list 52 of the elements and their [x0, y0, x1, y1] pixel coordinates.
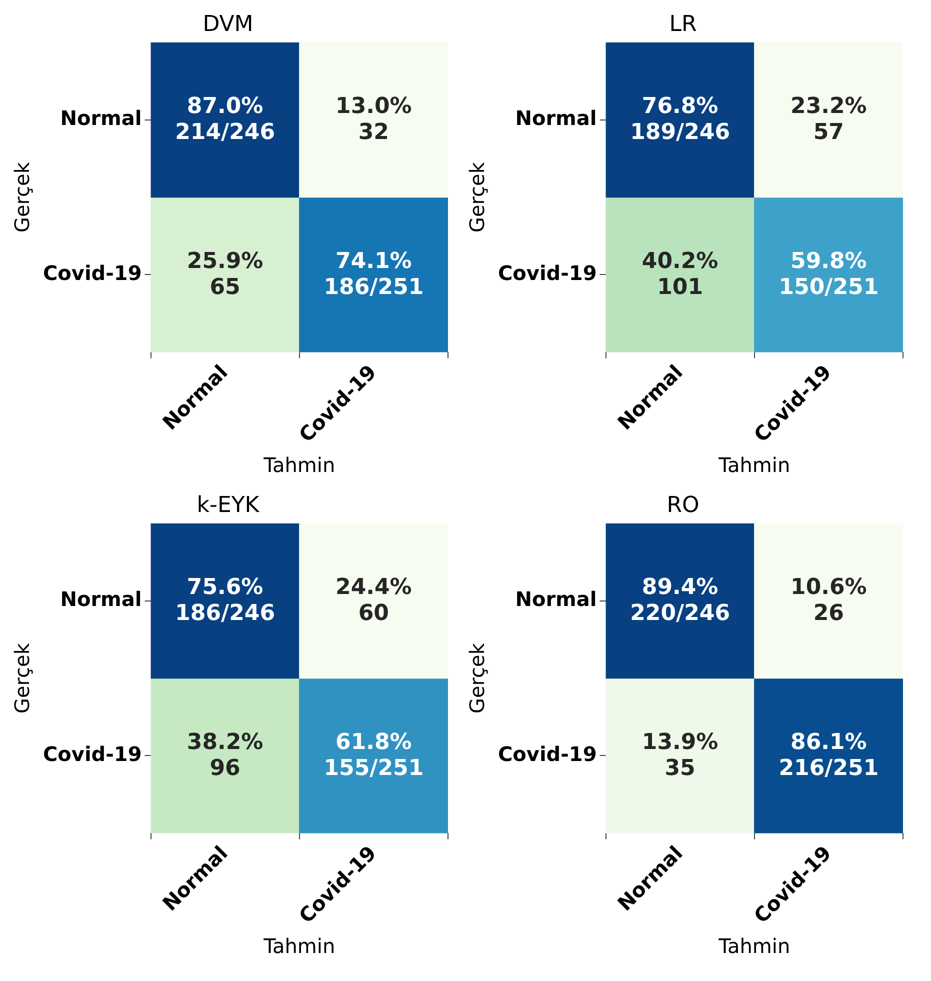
y-tick-label: Normal: [60, 106, 142, 130]
chart-title: LR: [669, 12, 697, 37]
annotation: 186/246: [175, 600, 276, 627]
data-label: 24.4%: [336, 574, 412, 601]
y-axis-title: Gerçek: [10, 642, 34, 714]
data-label: 25.9%: [186, 248, 264, 275]
x-axis-title: Tahmin: [262, 453, 336, 478]
annotation: 216/251: [778, 756, 879, 782]
annotation: 32: [358, 120, 389, 146]
annotation: 26: [813, 600, 844, 627]
annotation: 186/251: [324, 274, 424, 301]
data-label: 87.0%: [186, 94, 264, 120]
data-label: 89.4%: [642, 574, 718, 601]
annotation: 101: [657, 274, 704, 301]
y-tick-label: Covid-19: [498, 260, 597, 285]
data-label: 59.8%: [790, 248, 867, 275]
data-label: 40.2%: [642, 248, 718, 275]
chart-title: RO: [666, 492, 700, 518]
annotation: 214/246: [175, 120, 276, 146]
data-label: 75.6%: [186, 574, 264, 601]
chart-title: DVM: [202, 12, 254, 37]
data-label: 76.8%: [642, 94, 718, 120]
data-label: 13.9%: [642, 730, 718, 756]
annotation: 60: [358, 600, 389, 627]
y-axis-title: Gerçek: [10, 162, 34, 233]
data-label: 10.6%: [790, 574, 867, 601]
y-tick-label: Covid-19: [498, 742, 597, 766]
annotation: 150/251: [778, 274, 879, 301]
data-label: 38.2%: [186, 730, 264, 756]
y-tick-label: Normal: [515, 587, 597, 612]
annotation: 57: [813, 120, 844, 146]
x-axis-title: Tahmin: [262, 934, 336, 958]
annotation: 96: [210, 756, 240, 782]
y-tick-label: Normal: [60, 587, 142, 612]
data-label: 13.0%: [336, 94, 412, 120]
data-label: 86.1%: [790, 730, 867, 756]
y-axis-title: Gerçek: [465, 642, 490, 714]
y-tick-label: Normal: [515, 106, 597, 130]
data-label: 61.8%: [336, 730, 412, 756]
data-label: 23.2%: [790, 94, 867, 120]
y-tick-label: Covid-19: [42, 742, 142, 766]
y-tick-label: Covid-19: [42, 260, 142, 285]
x-axis-title: Tahmin: [718, 453, 790, 478]
annotation: 65: [210, 274, 240, 301]
chart-title: k-EYK: [196, 492, 260, 518]
annotation: 189/246: [630, 120, 730, 146]
x-axis-title: Tahmin: [718, 934, 790, 958]
annotation: 220/246: [630, 600, 730, 627]
annotation: 155/251: [324, 756, 424, 782]
annotation: 35: [664, 756, 696, 782]
y-axis-title: Gerçek: [465, 162, 490, 233]
data-label: 74.1%: [336, 248, 412, 275]
